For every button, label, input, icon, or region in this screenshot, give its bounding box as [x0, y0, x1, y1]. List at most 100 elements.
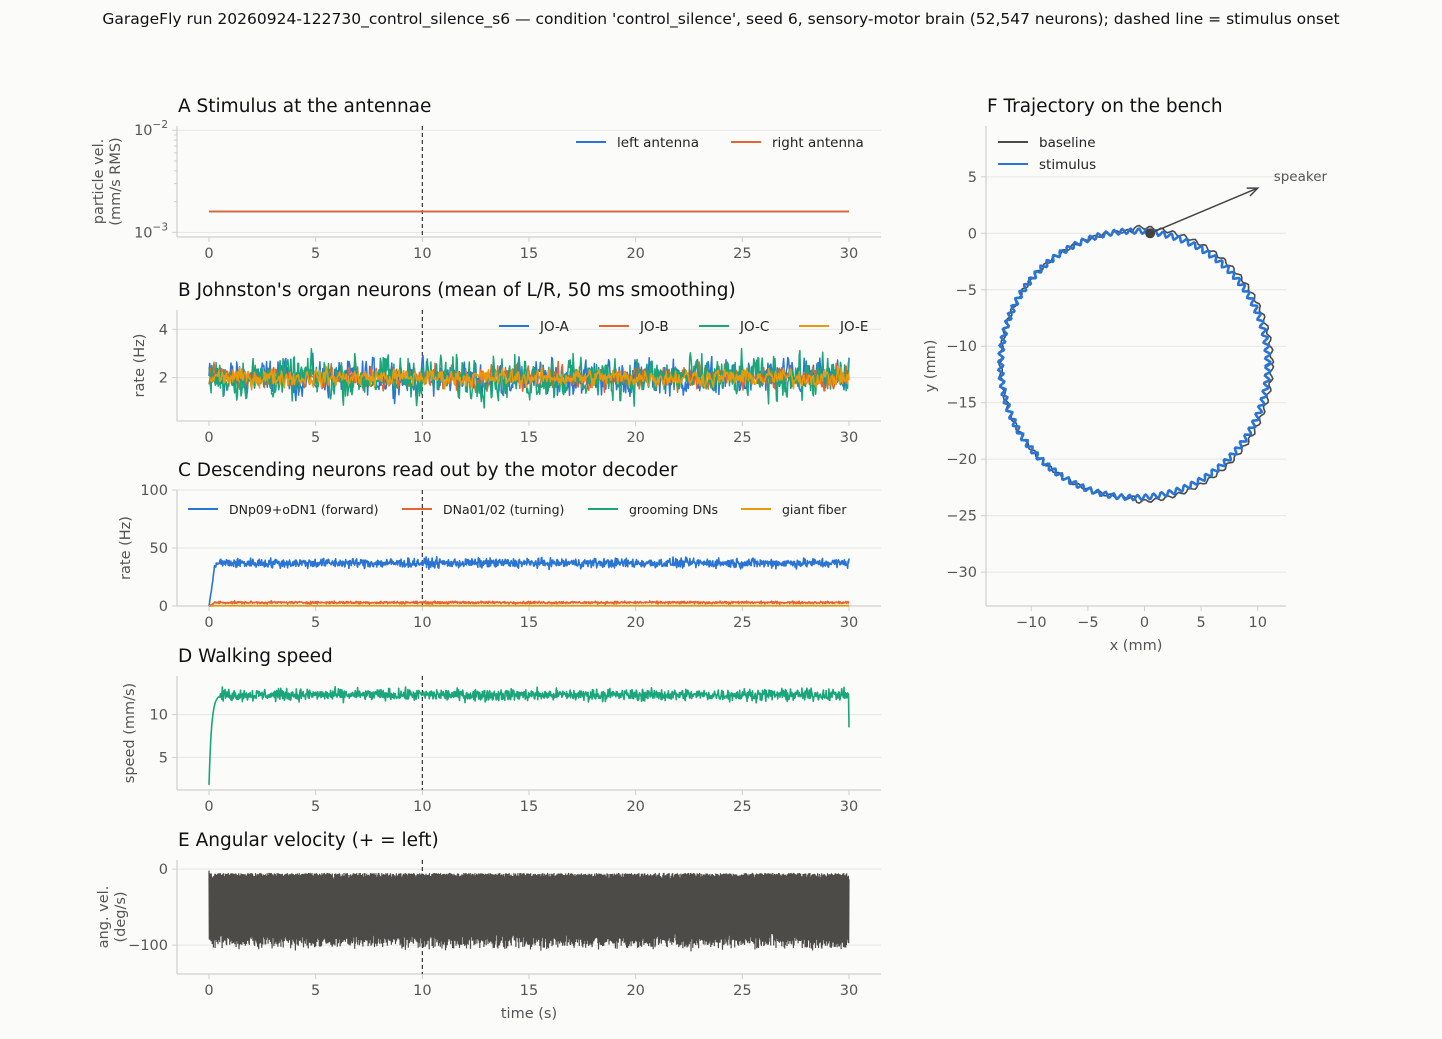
y-tick-label: 10 [150, 708, 168, 724]
x-tick-label: 5 [1196, 615, 1205, 631]
y-axis-label: y (mm) [923, 340, 939, 393]
y-tick-label: −100 [128, 938, 168, 954]
x-tick-label: 30 [840, 430, 858, 446]
figure-suptitle: GarageFly run 20260924-122730_control_si… [102, 10, 1340, 28]
y-axis-label: rate (Hz) [118, 516, 134, 580]
x-tick-label: 20 [626, 246, 644, 262]
x-tick-label: 25 [733, 799, 751, 815]
x-tick-label: 15 [520, 615, 538, 631]
y-axis-label: ang. vel.(deg/s) [96, 886, 129, 949]
series-line-speed [208, 686, 850, 785]
x-tick-label: 25 [733, 983, 751, 999]
series-line-JO-E [208, 364, 850, 391]
x-tick-label: 30 [840, 799, 858, 815]
y-tick-label: 100 [140, 483, 168, 499]
y-tick-label: 5 [968, 170, 977, 186]
y-axis-label: speed (mm/s) [122, 683, 138, 783]
x-tick-label: 25 [733, 430, 751, 446]
x-tick-label: 15 [520, 430, 538, 446]
panel-A: A Stimulus at the antennae 0 5 10 15 20 25 30 10… [91, 96, 881, 262]
x-tick-label: 5 [311, 615, 320, 631]
x-tick-label: 20 [626, 430, 644, 446]
x-tick-label: 0 [204, 983, 213, 999]
legend-label: JO-C [739, 319, 769, 335]
x-tick-label: −5 [1077, 615, 1098, 631]
x-axis-label: x (mm) [1110, 638, 1163, 654]
x-tick-label: 30 [840, 983, 858, 999]
x-tick-label: −10 [1016, 615, 1047, 631]
x-tick-label: 0 [204, 246, 213, 262]
x-tick-label: 10 [413, 430, 431, 446]
speaker-arrow [1149, 187, 1258, 234]
x-tick-label: 25 [733, 246, 751, 262]
y-tick-label: 0 [159, 599, 168, 615]
panel-title-B: B Johnston's organ neurons (mean of L/R,… [178, 280, 736, 301]
y-tick-label: 0 [968, 226, 977, 242]
series-line-DNp09-oDN1-forward- [208, 556, 850, 607]
series-line-JO-C [208, 347, 850, 409]
panel-C: C Descending neurons read out by the mot… [118, 460, 881, 631]
y-axis-label: particle vel.(mm/s RMS) [91, 137, 124, 225]
speaker-annotation: speaker [1274, 169, 1328, 185]
series-line-baseline [998, 224, 1275, 504]
panel-E: E Angular velocity (+ = left) 0 5 10 15 20 25 3… [96, 830, 881, 1022]
series-line-angular-velocity [208, 870, 850, 952]
x-axis-label: time (s) [501, 1006, 557, 1022]
x-tick-label: 0 [1140, 615, 1149, 631]
y-tick-label: 0 [159, 862, 168, 878]
y-tick-label: 2 [159, 371, 168, 387]
x-tick-label: 20 [626, 799, 644, 815]
x-tick-label: 5 [311, 430, 320, 446]
x-tick-label: 15 [520, 983, 538, 999]
series-line-stimulus [996, 227, 1275, 502]
legend-label: DNp09+oDN1 (forward) [229, 502, 379, 517]
x-tick-label: 10 [413, 246, 431, 262]
y-tick-label: 5 [159, 750, 168, 766]
legend-label: right antenna [772, 135, 864, 151]
legend-label: JO-E [839, 319, 868, 335]
y-tick-label: −25 [946, 509, 977, 525]
x-tick-label: 0 [204, 799, 213, 815]
x-tick-label: 5 [311, 246, 320, 262]
series-line-DNa01-02-turning- [208, 600, 850, 607]
y-tick-label: 4 [159, 322, 168, 338]
y-tick-label: −5 [956, 283, 977, 299]
panel-title-A: A Stimulus at the antennae [178, 96, 431, 117]
x-tick-label: 10 [1248, 615, 1266, 631]
x-tick-label: 5 [311, 799, 320, 815]
legend-label: JO-A [539, 319, 570, 335]
panel-title-D: D Walking speed [178, 646, 333, 667]
x-tick-label: 5 [311, 983, 320, 999]
legend-label: DNa01/02 (turning) [443, 502, 564, 517]
x-tick-label: 10 [413, 615, 431, 631]
legend-label: giant fiber [782, 502, 847, 517]
x-tick-label: 30 [840, 246, 858, 262]
panel-title-C: C Descending neurons read out by the mot… [178, 460, 678, 481]
x-tick-label: 10 [413, 799, 431, 815]
y-tick-label: −10 [946, 339, 977, 355]
panel-F: F Trajectory on the bench −10 −5 0 5 10 5 0 −5 −1… [923, 96, 1328, 654]
x-tick-label: 10 [413, 983, 431, 999]
panel-D: D Walking speed 0 5 10 15 20 25 30 5 10 speed (mm/… [122, 646, 881, 815]
speaker-arrow-head [1246, 187, 1260, 197]
panel-title-E: E Angular velocity (+ = left) [178, 830, 439, 851]
x-tick-label: 15 [520, 246, 538, 262]
x-tick-label: 25 [733, 615, 751, 631]
y-tick-label: −15 [946, 396, 977, 412]
legend-label: baseline [1039, 135, 1096, 151]
y-axis-label: rate (Hz) [132, 334, 148, 398]
y-tick-label: 10−3 [134, 221, 168, 241]
y-tick-label: −20 [946, 452, 977, 468]
panel-title-F: F Trajectory on the bench [987, 96, 1223, 117]
y-tick-label: −30 [946, 565, 977, 581]
y-tick-label: 50 [150, 541, 168, 557]
legend-label: grooming DNs [629, 502, 718, 517]
legend-label: JO-B [639, 319, 669, 335]
y-tick-label: 10−2 [134, 119, 168, 139]
x-tick-label: 20 [626, 983, 644, 999]
panel-B: B Johnston's organ neurons (mean of L/R,… [132, 280, 881, 446]
legend-label: left antenna [617, 135, 699, 151]
legend-label: stimulus [1039, 157, 1096, 173]
x-tick-label: 15 [520, 799, 538, 815]
